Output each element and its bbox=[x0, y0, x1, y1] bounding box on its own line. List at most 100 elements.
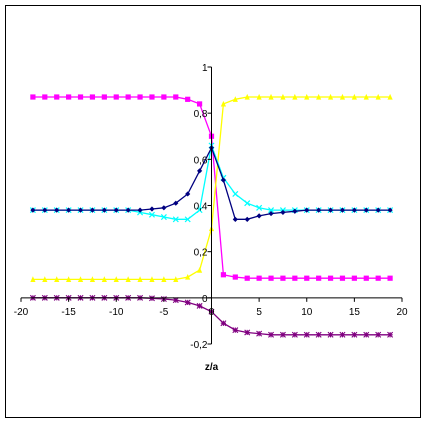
data-point-marker bbox=[161, 276, 167, 282]
data-point-marker bbox=[184, 216, 191, 223]
data-point-marker bbox=[113, 94, 119, 100]
x-tick-label: 15 bbox=[349, 307, 361, 318]
data-point-marker bbox=[101, 276, 107, 282]
data-point-marker bbox=[89, 276, 96, 282]
data-point-marker bbox=[327, 275, 334, 281]
data-point-marker bbox=[173, 276, 179, 282]
x-tick-label: 0 bbox=[209, 307, 215, 318]
data-point-marker bbox=[292, 93, 298, 100]
data-point-marker bbox=[54, 207, 60, 213]
data-point-marker bbox=[161, 205, 167, 211]
data-point-marker bbox=[173, 94, 179, 100]
y-tick-label: 0,2 bbox=[194, 248, 208, 259]
x-tick-label: 10 bbox=[301, 307, 313, 318]
data-point-marker bbox=[172, 216, 179, 223]
data-point-marker bbox=[256, 213, 262, 219]
data-point-marker bbox=[387, 275, 393, 281]
data-point-marker bbox=[89, 94, 96, 100]
data-point-marker bbox=[149, 276, 155, 282]
data-point-marker bbox=[137, 207, 143, 213]
x-tick-label: -10 bbox=[109, 307, 124, 318]
data-point-marker bbox=[327, 207, 334, 213]
x-axis-title: z/a bbox=[205, 362, 219, 373]
data-point-marker bbox=[220, 177, 227, 183]
data-point-marker bbox=[196, 101, 203, 107]
data-point-marker bbox=[172, 297, 179, 304]
data-point-marker bbox=[387, 207, 393, 213]
data-point-marker bbox=[185, 273, 191, 280]
data-point-marker bbox=[232, 96, 238, 102]
y-tick-label: 0,4 bbox=[194, 202, 208, 213]
data-point-marker bbox=[387, 93, 393, 100]
y-tick-label: -0,2 bbox=[190, 340, 208, 351]
data-point-marker bbox=[66, 276, 72, 282]
data-point-marker bbox=[268, 207, 275, 214]
data-point-marker bbox=[30, 207, 36, 213]
data-point-marker bbox=[387, 331, 394, 338]
data-point-marker bbox=[256, 93, 262, 100]
data-point-marker bbox=[280, 209, 286, 216]
x-tick-label: 5 bbox=[256, 307, 262, 318]
data-point-marker bbox=[196, 168, 203, 174]
y-tick-label: 0,8 bbox=[194, 109, 208, 120]
data-point-marker bbox=[232, 190, 239, 197]
data-point-marker bbox=[125, 207, 131, 213]
data-point-marker bbox=[244, 275, 250, 281]
data-point-marker bbox=[268, 331, 275, 338]
data-point-marker bbox=[137, 94, 143, 100]
data-point-marker bbox=[327, 331, 334, 338]
data-point-marker bbox=[232, 216, 238, 222]
data-point-marker bbox=[363, 331, 370, 338]
data-point-marker bbox=[125, 276, 131, 282]
data-point-marker bbox=[316, 207, 322, 213]
data-point-marker bbox=[220, 320, 227, 327]
data-point-marker bbox=[42, 276, 48, 282]
data-point-marker bbox=[101, 207, 107, 213]
data-point-marker bbox=[196, 267, 203, 273]
data-point-marker bbox=[291, 331, 298, 338]
data-point-marker bbox=[42, 94, 48, 100]
data-point-marker bbox=[30, 276, 36, 282]
data-point-marker bbox=[339, 331, 346, 338]
data-point-marker bbox=[89, 207, 96, 213]
data-point-marker bbox=[351, 331, 358, 338]
data-point-marker bbox=[304, 207, 310, 213]
x-tick-label: -5 bbox=[159, 307, 168, 318]
data-point-marker bbox=[173, 200, 179, 206]
data-point-marker bbox=[54, 276, 60, 282]
data-point-marker bbox=[66, 207, 72, 213]
data-point-marker bbox=[375, 331, 382, 338]
data-point-marker bbox=[54, 94, 60, 100]
series-layer bbox=[29, 93, 394, 338]
data-point-marker bbox=[244, 200, 251, 207]
data-point-marker bbox=[280, 93, 286, 100]
data-point-marker bbox=[256, 330, 263, 337]
data-point-marker bbox=[315, 331, 322, 338]
data-point-marker bbox=[279, 331, 286, 338]
data-point-marker bbox=[316, 275, 322, 281]
y-tick-label: 1 bbox=[202, 63, 208, 74]
data-point-marker bbox=[292, 208, 298, 214]
series-4 bbox=[30, 145, 393, 222]
data-point-marker bbox=[256, 275, 262, 281]
data-point-marker bbox=[220, 272, 227, 278]
data-point-marker bbox=[160, 214, 167, 221]
y-tick-label: 0 bbox=[202, 294, 208, 305]
data-point-marker bbox=[375, 93, 381, 100]
data-point-marker bbox=[149, 94, 155, 100]
data-point-marker bbox=[113, 276, 119, 282]
data-point-marker bbox=[375, 207, 381, 213]
x-tick-label: 20 bbox=[396, 307, 408, 318]
data-point-marker bbox=[351, 275, 357, 281]
data-point-marker bbox=[220, 100, 227, 107]
data-point-marker bbox=[232, 274, 238, 280]
data-point-marker bbox=[351, 93, 357, 100]
data-point-marker bbox=[256, 204, 263, 211]
data-point-marker bbox=[268, 275, 274, 281]
data-point-marker bbox=[351, 207, 357, 213]
data-point-marker bbox=[113, 207, 119, 213]
data-point-marker bbox=[101, 94, 107, 100]
data-point-marker bbox=[196, 207, 203, 214]
data-point-marker bbox=[244, 93, 250, 100]
